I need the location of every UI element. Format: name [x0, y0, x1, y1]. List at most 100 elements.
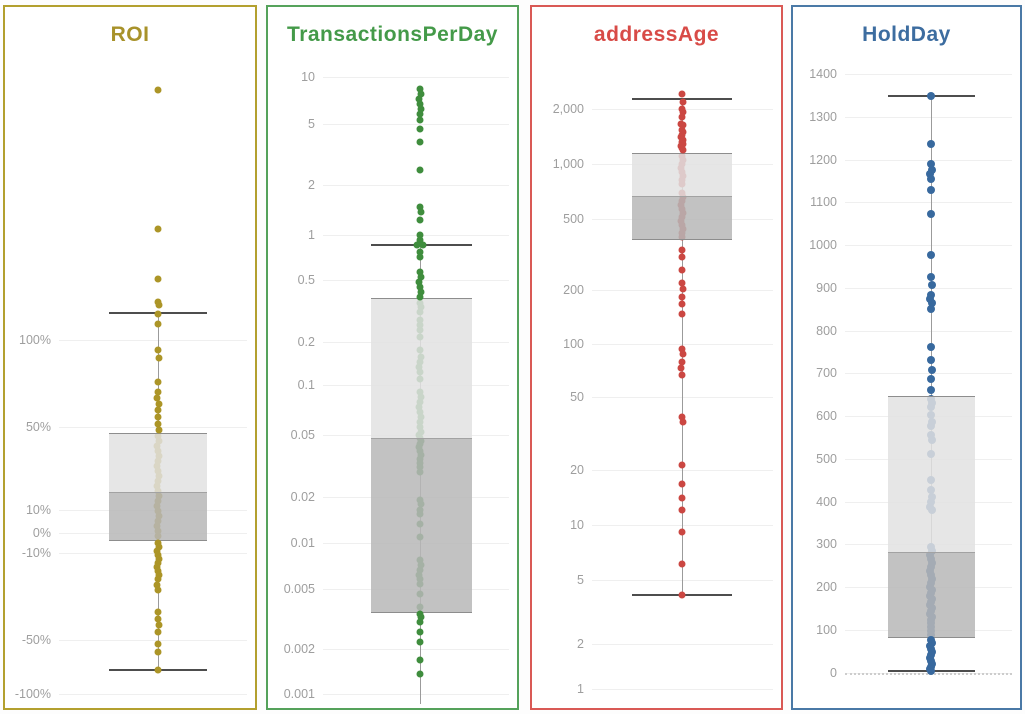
data-point[interactable]	[154, 310, 162, 318]
data-point[interactable]	[416, 248, 424, 256]
data-point[interactable]	[155, 426, 163, 434]
data-point[interactable]	[927, 186, 935, 194]
data-point[interactable]	[417, 90, 425, 98]
data-point[interactable]	[155, 543, 163, 551]
data-point[interactable]	[416, 283, 424, 291]
data-point[interactable]	[417, 273, 425, 281]
data-point[interactable]	[153, 581, 161, 589]
data-point[interactable]	[678, 266, 686, 274]
data-point[interactable]	[678, 279, 686, 287]
data-point[interactable]	[417, 105, 425, 113]
data-point[interactable]	[419, 241, 427, 249]
data-point[interactable]	[416, 216, 424, 224]
data-point[interactable]	[154, 628, 162, 636]
data-point[interactable]	[678, 591, 686, 599]
data-point[interactable]	[678, 560, 686, 568]
data-point[interactable]	[154, 539, 162, 547]
box-upper-quartile[interactable]	[888, 396, 975, 552]
data-point[interactable]	[927, 251, 935, 259]
box-upper-quartile[interactable]	[632, 153, 732, 196]
data-point[interactable]	[678, 90, 686, 98]
data-point[interactable]	[927, 140, 935, 148]
data-point[interactable]	[155, 354, 163, 362]
data-point[interactable]	[154, 420, 162, 428]
data-point[interactable]	[154, 608, 162, 616]
data-point[interactable]	[678, 345, 686, 353]
box-upper-quartile[interactable]	[371, 298, 472, 438]
data-point[interactable]	[679, 350, 687, 358]
data-point[interactable]	[679, 108, 687, 116]
box-lower-quartile[interactable]	[888, 552, 975, 637]
data-point[interactable]	[155, 571, 163, 579]
data-point[interactable]	[154, 378, 162, 386]
data-point[interactable]	[155, 621, 163, 629]
data-point[interactable]	[154, 413, 162, 421]
data-point[interactable]	[416, 638, 424, 646]
data-point[interactable]	[154, 666, 162, 674]
data-point[interactable]	[416, 231, 424, 239]
data-point[interactable]	[416, 670, 424, 678]
data-point[interactable]	[416, 656, 424, 664]
data-point[interactable]	[416, 628, 424, 636]
data-point[interactable]	[416, 166, 424, 174]
data-point[interactable]	[678, 358, 686, 366]
data-point[interactable]	[927, 160, 935, 168]
data-point[interactable]	[928, 281, 936, 289]
box-lower-quartile[interactable]	[632, 196, 732, 239]
data-point[interactable]	[416, 116, 424, 124]
data-point[interactable]	[679, 98, 687, 106]
data-point[interactable]	[678, 253, 686, 261]
data-point[interactable]	[416, 100, 424, 108]
data-point[interactable]	[416, 253, 424, 261]
data-point[interactable]	[679, 121, 687, 129]
data-point[interactable]	[416, 618, 424, 626]
data-point[interactable]	[927, 92, 935, 100]
data-point[interactable]	[154, 559, 162, 567]
data-point[interactable]	[416, 85, 424, 93]
data-point[interactable]	[416, 203, 424, 211]
data-point[interactable]	[415, 95, 423, 103]
data-point[interactable]	[154, 225, 162, 233]
data-point[interactable]	[154, 388, 162, 396]
data-point[interactable]	[154, 320, 162, 328]
data-point[interactable]	[927, 175, 935, 183]
data-point[interactable]	[927, 375, 935, 383]
data-point[interactable]	[678, 528, 686, 536]
data-point[interactable]	[927, 667, 935, 675]
data-point[interactable]	[154, 575, 162, 583]
data-point[interactable]	[928, 299, 936, 307]
data-point[interactable]	[678, 461, 686, 469]
data-point[interactable]	[677, 364, 685, 372]
data-point[interactable]	[416, 125, 424, 133]
box-lower-quartile[interactable]	[109, 492, 207, 540]
data-point[interactable]	[154, 648, 162, 656]
data-point[interactable]	[154, 567, 162, 575]
data-point[interactable]	[416, 236, 424, 244]
data-point[interactable]	[154, 551, 162, 559]
data-point[interactable]	[155, 400, 163, 408]
data-point[interactable]	[679, 418, 687, 426]
data-point[interactable]	[416, 110, 424, 118]
data-point[interactable]	[678, 300, 686, 308]
box-lower-quartile[interactable]	[371, 438, 472, 612]
data-point[interactable]	[678, 413, 686, 421]
data-point[interactable]	[678, 506, 686, 514]
data-point[interactable]	[417, 288, 425, 296]
data-point[interactable]	[154, 586, 162, 594]
data-point[interactable]	[678, 246, 686, 254]
data-point[interactable]	[927, 343, 935, 351]
data-point[interactable]	[928, 366, 936, 374]
data-point[interactable]	[678, 293, 686, 301]
data-point[interactable]	[154, 275, 162, 283]
data-point[interactable]	[678, 310, 686, 318]
data-point[interactable]	[413, 241, 421, 249]
data-point[interactable]	[153, 563, 161, 571]
data-point[interactable]	[678, 494, 686, 502]
box-upper-quartile[interactable]	[109, 433, 207, 492]
data-point[interactable]	[415, 278, 423, 286]
data-point[interactable]	[153, 547, 161, 555]
data-point[interactable]	[417, 208, 425, 216]
data-point[interactable]	[679, 285, 687, 293]
data-point[interactable]	[154, 615, 162, 623]
data-point[interactable]	[155, 301, 163, 309]
